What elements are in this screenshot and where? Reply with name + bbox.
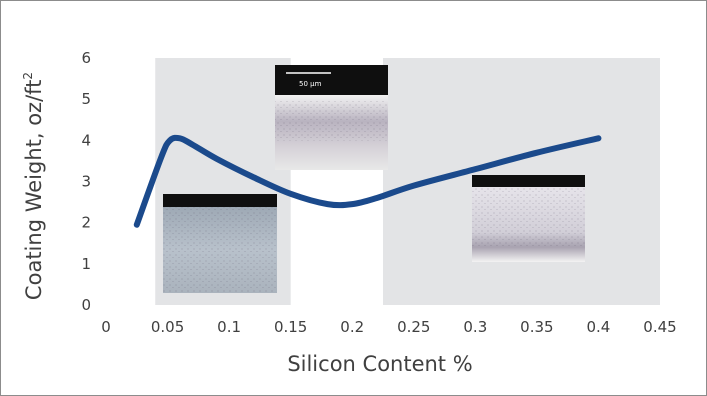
x-tick-label: 0.4 — [587, 318, 611, 336]
x-tick-label: 0.2 — [340, 318, 364, 336]
y-tick-label: 2 — [81, 214, 91, 232]
y-tick-label: 3 — [81, 173, 91, 191]
x-tick-label: 0.1 — [217, 318, 241, 336]
x-tick-label: 0.3 — [463, 318, 487, 336]
y-tick-label: 4 — [81, 131, 91, 149]
y-tick-label: 1 — [81, 255, 91, 273]
y-tick-label: 5 — [81, 90, 91, 108]
inset-micrograph-low-silicon — [163, 194, 277, 293]
inset-micrograph-high-silicon — [472, 175, 585, 262]
series-layer — [133, 134, 602, 228]
x-tick-labels: 0 0.05 0.1 0.15 0.2 0.25 0.3 0.35 0.4 0.45 — [101, 318, 676, 336]
x-tick-label: 0.35 — [520, 318, 553, 336]
scale-bar-label: 50 µm — [299, 80, 322, 88]
x-tick-label: 0.45 — [643, 318, 676, 336]
y-tick-labels: 0 1 2 3 4 5 6 — [81, 49, 91, 314]
x-tick-label: 0 — [101, 318, 111, 336]
y-axis-title: Coating Weight, oz/ft2 — [21, 72, 46, 300]
series-line-0 — [133, 134, 602, 228]
y-tick-label: 0 — [81, 296, 91, 314]
y-axis-title-main: Coating Weight, oz/ft — [22, 80, 46, 300]
y-axis-title-superscript: 2 — [21, 72, 35, 80]
x-tick-label: 0.25 — [397, 318, 430, 336]
inset-micrograph-mid-silicon: 50 µm — [275, 65, 388, 170]
y-tick-label: 6 — [81, 49, 91, 67]
x-tick-label: 0.15 — [274, 318, 307, 336]
x-tick-label: 0.05 — [151, 318, 184, 336]
x-axis-title: Silicon Content % — [287, 352, 472, 376]
